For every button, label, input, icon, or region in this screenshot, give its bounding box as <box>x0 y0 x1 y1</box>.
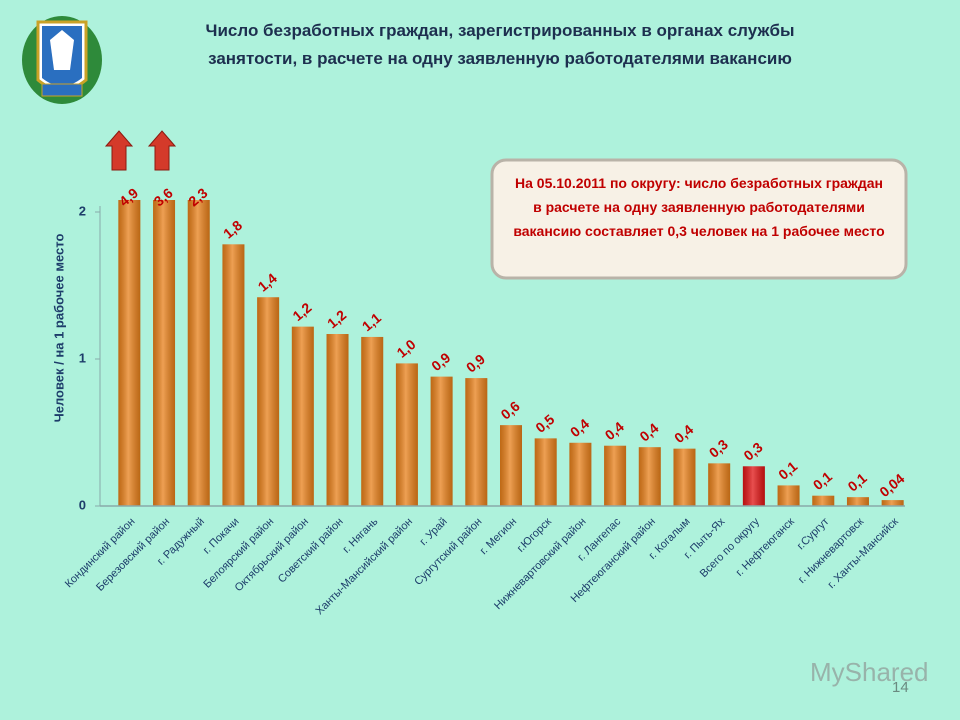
chart-title: Число безработных граждан, зарегистриров… <box>206 21 795 68</box>
bar-shade <box>534 438 557 506</box>
bar-shade <box>500 425 522 506</box>
plot <box>118 200 904 507</box>
y-tick-label: 1 <box>79 350 86 365</box>
bar-shade <box>881 500 904 506</box>
annotation: На 05.10.2011 по округу: число безработн… <box>513 175 884 239</box>
bar-shade <box>569 442 592 506</box>
bar-shade <box>395 363 418 506</box>
y-axis-label: Человек / на 1 рабочее место <box>51 234 66 423</box>
bar-shade <box>326 334 349 506</box>
bar-shade <box>708 463 731 506</box>
bar-shade <box>465 378 488 506</box>
bar-shade <box>291 326 314 506</box>
bar-shade <box>846 497 869 506</box>
page-number: 14 <box>892 679 909 696</box>
annotation-box: На 05.10.2011 по округу: число безработн… <box>490 158 908 280</box>
bar-shade <box>430 376 453 506</box>
overflow-arrows <box>104 130 177 171</box>
bar-shade <box>742 466 765 506</box>
bar-shade <box>812 495 835 506</box>
watermark: MyShared <box>810 657 929 687</box>
bar-shade <box>222 244 245 506</box>
y-tick-label: 0 <box>79 497 86 512</box>
logo <box>22 16 102 104</box>
bar-shade <box>257 297 280 506</box>
bar-shade <box>638 447 661 506</box>
bar-shade <box>673 448 696 506</box>
bar-shade <box>153 200 176 507</box>
bar-shade <box>777 485 800 506</box>
bar-shade <box>604 445 627 506</box>
y-tick-label: 2 <box>79 203 86 218</box>
bar-shade <box>187 200 210 506</box>
bar-shade <box>361 336 384 506</box>
bar-shade <box>118 200 141 506</box>
